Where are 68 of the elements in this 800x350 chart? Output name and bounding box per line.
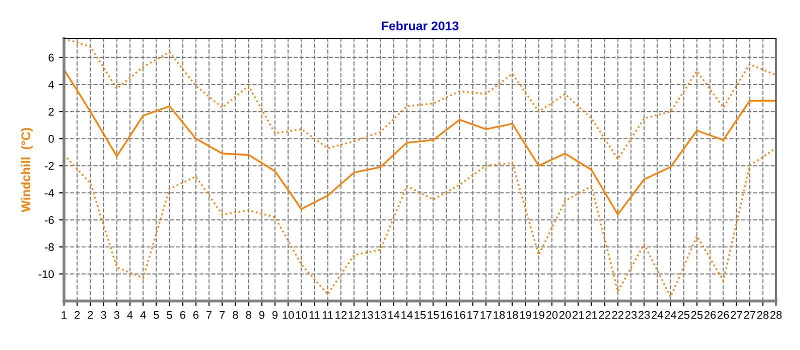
x-tick-label: 18 <box>494 311 505 319</box>
x-tick-label: 14 <box>401 311 413 319</box>
y-tick-label: 0 <box>48 134 54 143</box>
x-tick-label: 6 <box>180 311 186 319</box>
x-tick-label: 13 <box>362 311 373 319</box>
x-tick-label: 20 <box>559 311 571 319</box>
y-tick-label: 4 <box>48 80 54 89</box>
y-tick-label: 6 <box>48 54 54 62</box>
x-tick-label: 21 <box>572 311 584 319</box>
x-tick-label: 9 <box>259 311 264 319</box>
x-tick-label: 12 <box>348 311 360 319</box>
x-tick-label: 22 <box>598 311 610 319</box>
y-tick-label: -10 <box>38 270 54 278</box>
x-tick-label: 11 <box>322 311 333 319</box>
x-tick-label: 18 <box>506 311 518 319</box>
x-tick-label: 26 <box>704 311 716 319</box>
x-tick-label: 23 <box>625 311 637 319</box>
x-tick-label: 28 <box>770 311 782 319</box>
x-tick-label: 1 <box>62 311 67 319</box>
x-tick-label: 9 <box>272 311 278 319</box>
x-tick-label: 7 <box>206 311 212 319</box>
x-tick-label: 10 <box>282 311 294 319</box>
x-tick-label: 24 <box>652 311 664 319</box>
x-tick-label: 21 <box>586 311 598 319</box>
x-tick-label: 2 <box>88 311 93 319</box>
x-tick-label: 28 <box>757 311 769 319</box>
x-tick-label: 22 <box>612 311 624 319</box>
x-tick-label: 14 <box>388 311 400 319</box>
x-tick-label: 27 <box>744 311 756 319</box>
line-series <box>64 68 776 216</box>
x-tick-label: 20 <box>546 311 558 319</box>
x-tick-label: 25 <box>678 311 690 319</box>
x-tick-label: 4 <box>127 311 133 319</box>
x-tick-label: 5 <box>154 311 159 319</box>
x-tick-label: 24 <box>664 311 676 319</box>
x-tick-label: 8 <box>232 311 238 319</box>
x-tick-label: 15 <box>428 311 439 319</box>
x-tick-label: 12 <box>336 311 347 319</box>
x-tick-label: 19 <box>533 311 544 319</box>
y-tick-label: -2 <box>44 162 54 170</box>
x-tick-label: 26 <box>718 311 729 319</box>
x-tick-label: 2 <box>74 311 80 319</box>
x-tick-label: 16 <box>454 311 466 319</box>
x-tick-label: 23 <box>638 311 650 319</box>
x-tick-label: 8 <box>246 311 252 319</box>
x-tick-label: 3 <box>114 311 120 319</box>
x-tick-label: 10 <box>296 311 308 319</box>
y-tick-label: -4 <box>44 189 54 197</box>
x-tick-label: 13 <box>375 311 386 319</box>
x-tick-label: 17 <box>467 311 478 319</box>
x-tick-label: 15 <box>414 311 426 319</box>
y-tick-label: -8 <box>44 243 54 252</box>
chart-title: Februar 2013 <box>382 21 458 30</box>
y-tick-label: 2 <box>48 108 54 116</box>
x-tick-label: 17 <box>480 311 492 319</box>
x-tick-label: 6 <box>193 311 198 319</box>
x-tick-label: 19 <box>520 311 532 319</box>
x-tick-label: 16 <box>441 311 452 319</box>
x-tick-label: 11 <box>310 311 320 319</box>
x-tick-label: 3 <box>100 311 106 319</box>
x-tick-label: 7 <box>220 311 225 319</box>
y-tick-label: -6 <box>44 216 54 224</box>
x-tick-label: 5 <box>166 311 172 319</box>
x-tick-label: 4 <box>140 311 146 319</box>
x-tick-label: 25 <box>691 311 703 319</box>
y-axis-title: Windchill (°C) <box>21 128 33 212</box>
line-series <box>64 147 776 298</box>
x-tick-label: 27 <box>730 311 742 319</box>
